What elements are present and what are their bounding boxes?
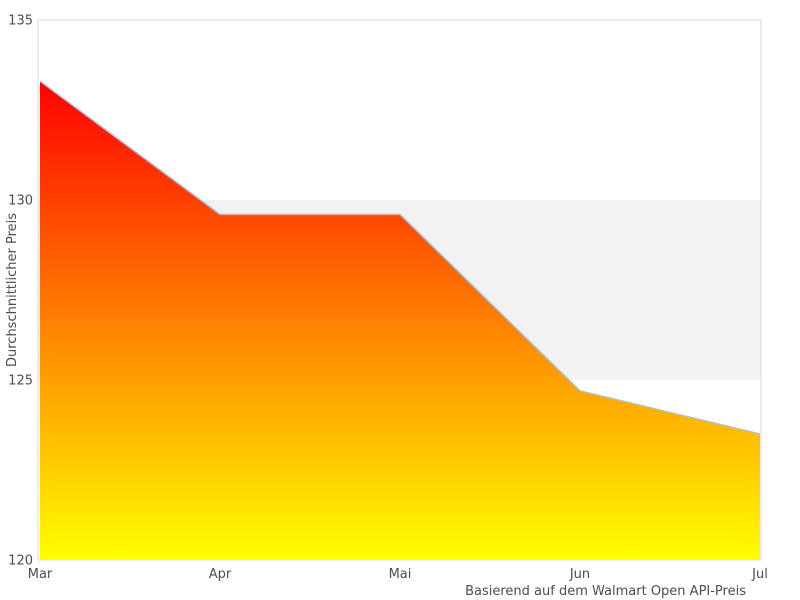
x-tick-label: Jul (751, 567, 768, 582)
x-tick-label: Mar (28, 567, 53, 582)
area-fill (40, 81, 760, 560)
x-tick-label: Jun (569, 567, 590, 582)
y-axis-tick-labels: 120 125 130 135 (8, 14, 33, 569)
y-tick-label: 130 (8, 194, 33, 209)
y-axis-title: Durchschnittlicher Preis (5, 213, 20, 367)
y-tick-label: 125 (8, 374, 33, 389)
chart-caption: Basierend auf dem Walmart Open API-Preis (465, 584, 746, 599)
y-tick-label: 120 (8, 554, 33, 569)
x-tick-label: Apr (209, 567, 232, 582)
x-tick-label: Mai (389, 567, 412, 582)
price-line (39, 80, 761, 435)
x-axis-tick-labels: Mar Apr Mai Jun Jul (28, 567, 768, 582)
y-tick-label: 135 (8, 14, 33, 29)
